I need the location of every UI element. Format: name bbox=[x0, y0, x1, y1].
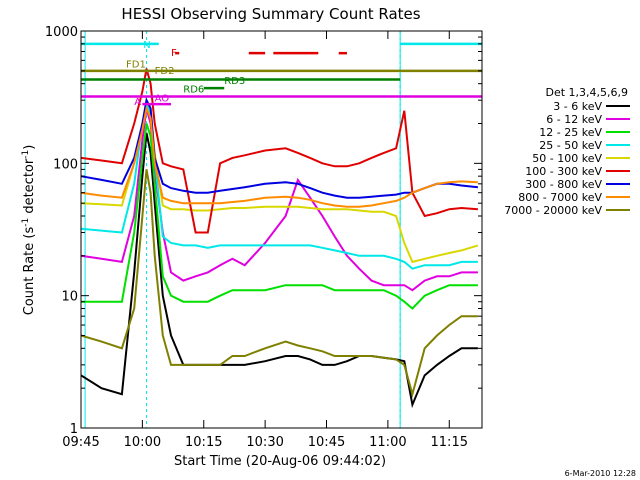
legend-entry-label: 800 - 7000 keV bbox=[518, 191, 602, 204]
y-tick-label: 100 bbox=[53, 157, 78, 172]
y-tick-label: 1000 bbox=[45, 25, 78, 40]
x-tick-label: 10:15 bbox=[185, 435, 222, 450]
y-axis: 1 10 100 1000 bbox=[45, 25, 482, 437]
chart-title: HESSI Observing Summary Count Rates bbox=[121, 5, 420, 23]
legend-entry-label: 3 - 6 keV bbox=[553, 100, 602, 113]
series-line-25-50-kev bbox=[80, 101, 478, 270]
x-axis: 09:45 10:00 10:15 10:30 10:45 11:00 11:15 bbox=[62, 31, 468, 450]
plot-frame bbox=[80, 30, 483, 429]
y-axis-label: Count Rate (s-1 detector-1) bbox=[21, 145, 37, 316]
y-tick-label: 10 bbox=[61, 290, 78, 305]
flag-annotation: F bbox=[171, 48, 177, 59]
x-tick-label: 10:45 bbox=[308, 435, 345, 450]
legend-header: Det 1,3,4,5,6,9 bbox=[545, 86, 628, 99]
series-line-12-25-kev bbox=[81, 123, 478, 310]
legend-entry-label: 50 - 100 keV bbox=[532, 152, 602, 165]
flag-annotation: FD2 bbox=[155, 66, 175, 77]
flag-annotation: AO bbox=[155, 93, 170, 104]
flag-annotation: A bbox=[134, 97, 141, 108]
flag-annotation: FD1 bbox=[126, 59, 146, 70]
series-line-6-12-kev bbox=[80, 108, 478, 292]
flag-label: N bbox=[143, 40, 150, 51]
flag-annotation: RD3 bbox=[224, 76, 245, 87]
legend-entry-label: 300 - 800 keV bbox=[525, 178, 602, 191]
x-tick-label: 11:15 bbox=[431, 435, 468, 450]
flag-annotation: RD6 bbox=[183, 85, 204, 96]
legend-entry-label: 7000 - 20000 keV bbox=[504, 204, 602, 217]
series-line-7000-20000-kev bbox=[80, 169, 478, 399]
legend-entry-label: 6 - 12 keV bbox=[546, 113, 602, 126]
series-line-800-7000-kev bbox=[80, 105, 478, 208]
legend-entry-label: 12 - 25 keV bbox=[539, 126, 602, 139]
x-tick-label: 09:45 bbox=[62, 435, 99, 450]
x-axis-label: Start Time (20-Aug-06 09:44:02) bbox=[174, 454, 386, 469]
x-tick-label: 11:00 bbox=[369, 435, 406, 450]
x-tick-label: 10:30 bbox=[246, 435, 283, 450]
legend-entry-label: 100 - 300 keV bbox=[525, 165, 602, 178]
series-line-100-300-kev bbox=[80, 68, 478, 234]
x-tick-label: 10:00 bbox=[124, 435, 161, 450]
legend-entry-label: 25 - 50 keV bbox=[539, 139, 602, 152]
timestamp: 6-Mar-2010 12:28 bbox=[565, 469, 636, 478]
y-tick-label: 1 bbox=[70, 422, 78, 437]
plot-area: N F FD1 FD2 RD3 RD6 A AO bbox=[80, 31, 483, 428]
